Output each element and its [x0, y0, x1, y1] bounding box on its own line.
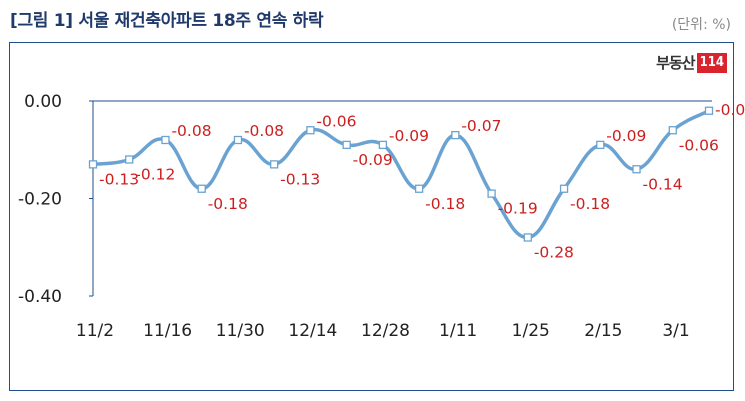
data-point	[632, 165, 641, 174]
data-point	[125, 155, 134, 164]
data-label: -0.07	[461, 117, 501, 135]
y-tick-label: 0.00	[24, 92, 62, 112]
data-label: -0.18	[425, 195, 465, 213]
x-tick-label: 2/15	[584, 321, 622, 341]
data-point	[523, 233, 532, 242]
data-point	[451, 130, 460, 140]
data-label: -0.13	[99, 170, 139, 188]
data-point	[378, 140, 388, 150]
data-label: -0.02	[715, 101, 745, 119]
data-point	[487, 189, 496, 198]
data-point	[596, 140, 605, 150]
data-point	[306, 126, 315, 135]
data-point	[197, 184, 206, 193]
logo-text: 부동산	[656, 54, 695, 72]
x-tick-label: 11/30	[216, 321, 265, 341]
page-title: [그림 1] 서울 재건축아파트 18주 연속 하락	[10, 11, 324, 31]
x-tick-label: 3/1	[662, 321, 689, 341]
logo-box: 114	[696, 52, 727, 73]
x-tick-label: 11/16	[143, 321, 192, 341]
data-label: -0.28	[534, 244, 574, 262]
y-tick-label: -0.40	[18, 287, 62, 307]
data-label: -0.19	[498, 200, 538, 218]
chart-frame	[9, 42, 734, 391]
data-label: -0.18	[208, 195, 248, 213]
data-point	[414, 184, 424, 193]
data-label: -0.13	[280, 170, 320, 188]
data-label: -0.14	[643, 175, 683, 193]
y-tick-label: -0.20	[18, 190, 62, 210]
data-point	[668, 126, 677, 135]
data-point	[270, 160, 279, 169]
x-tick-label: 1/25	[512, 321, 550, 341]
x-tick-label: 11/2	[76, 321, 114, 341]
data-point	[161, 135, 170, 145]
logo: 부동산 114	[656, 52, 727, 73]
x-tick-label: 1/11	[439, 321, 477, 341]
data-point	[559, 184, 569, 193]
data-label: -0.08	[244, 122, 284, 140]
data-label: -0.06	[679, 136, 719, 154]
data-label: -0.09	[353, 151, 393, 169]
data-label: -0.12	[135, 166, 175, 184]
data-point	[704, 106, 714, 115]
data-label: -0.08	[171, 122, 211, 140]
data-point	[342, 140, 351, 150]
data-label: -0.09	[389, 127, 429, 145]
data-label: -0.18	[570, 195, 610, 213]
data-label: -0.06	[316, 112, 356, 130]
data-label: -0.09	[606, 127, 646, 145]
unit-label: (단위: %)	[671, 17, 731, 33]
x-tick-label: 12/14	[288, 321, 337, 341]
data-point	[88, 160, 98, 169]
data-point	[233, 135, 243, 145]
x-tick-label: 12/28	[361, 321, 410, 341]
